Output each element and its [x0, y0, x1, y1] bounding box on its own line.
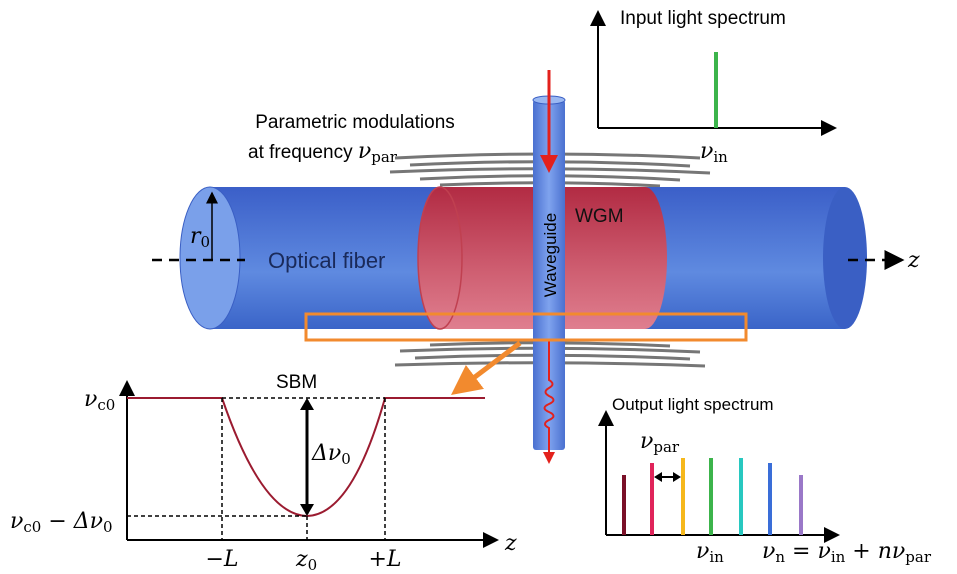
label: ν: [817, 539, 830, 564]
label: Output light spectrum: [612, 395, 774, 414]
label: ν: [640, 429, 653, 454]
label: ν: [700, 139, 713, 164]
sbm-plot: SBM νc0 Δν0 νc0 − Δν0 z −L z0 +L: [10, 372, 517, 574]
label: z: [504, 531, 517, 556]
label: in: [831, 548, 846, 566]
label: ν: [762, 539, 775, 564]
z-label: z: [907, 248, 920, 273]
axis-label: νin: [700, 139, 728, 166]
label: 0: [341, 450, 351, 468]
label: z: [295, 547, 308, 572]
label: n: [775, 548, 785, 566]
svg-text:νc0: νc0: [84, 387, 115, 414]
label: 0: [201, 233, 211, 251]
label: c0: [23, 518, 41, 536]
label: +L: [368, 547, 401, 572]
label: par: [905, 548, 932, 566]
label: Parametric modulations: [255, 112, 455, 133]
label: ν: [10, 509, 23, 534]
label: =: [785, 539, 817, 564]
label: ν: [358, 139, 371, 164]
label: at frequency: [248, 142, 358, 163]
label: ν: [84, 387, 97, 412]
label: c0: [97, 396, 115, 414]
label: par: [371, 148, 398, 166]
svg-text:νpar: νpar: [640, 429, 680, 456]
svg-text:νc0 − Δν0: νc0 − Δν0: [10, 509, 113, 536]
waveguide: Waveguide: [533, 70, 565, 462]
output-spectrum: Output light spectrum νpar νin νn = νin …: [606, 395, 932, 566]
svg-text:Δν0: Δν0: [311, 441, 351, 468]
label: ν: [892, 539, 905, 564]
figure: Input light spectrum νin Parametric modu…: [0, 0, 957, 574]
label: + n: [845, 539, 892, 564]
title: Input light spectrum: [620, 8, 786, 29]
svg-text:νn = νin + nνpar: νn = νin + nνpar: [762, 539, 932, 566]
label: − Δ: [41, 509, 89, 534]
label: in: [713, 148, 728, 166]
label: −L: [205, 547, 238, 572]
wgm-label: WGM: [575, 206, 624, 227]
label: 0: [308, 556, 318, 574]
svg-text:νin: νin: [696, 539, 724, 566]
fiber-label: Optical fiber: [268, 248, 385, 273]
waveguide-label: Waveguide: [541, 213, 560, 297]
label: ν: [696, 539, 709, 564]
label: 0: [103, 518, 113, 536]
label: Δ: [311, 441, 328, 466]
label: ν: [328, 441, 341, 466]
svg-text:at frequency νpar: at frequency νpar: [248, 139, 398, 166]
label: par: [653, 438, 680, 456]
svg-text:z0: z0: [295, 547, 317, 574]
label: in: [709, 548, 724, 566]
input-spectrum: Input light spectrum νin: [598, 8, 835, 166]
label: ν: [90, 509, 103, 534]
label: SBM: [276, 372, 317, 393]
